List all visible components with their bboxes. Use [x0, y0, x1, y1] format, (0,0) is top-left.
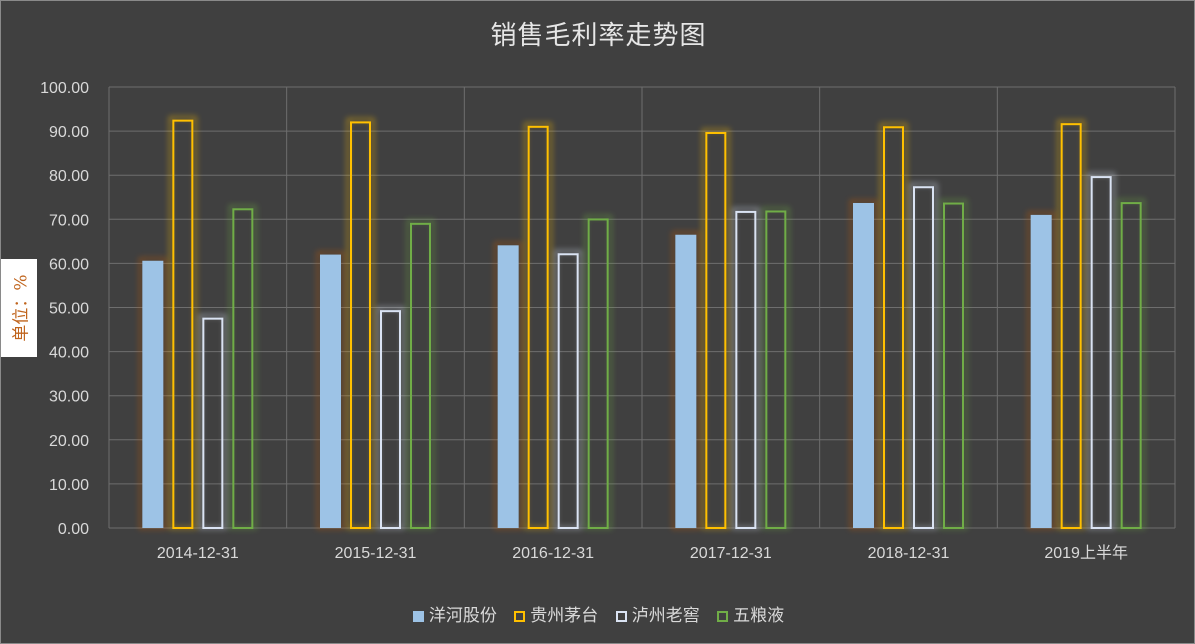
bar	[557, 253, 579, 530]
chart-title: 销售毛利率走势图	[490, 21, 707, 51]
legend-label-1: 贵州茅台	[530, 606, 599, 626]
bar	[853, 202, 874, 528]
bar	[380, 310, 401, 529]
bar	[943, 202, 964, 530]
bar	[675, 234, 697, 529]
bar	[735, 210, 757, 530]
bar	[232, 208, 254, 529]
x-tick-label: 2017-12-31	[690, 545, 772, 562]
x-tick-label: 2014-12-31	[157, 545, 239, 562]
bar	[913, 186, 934, 529]
legend-item: 泸州老窖	[615, 601, 700, 626]
y-tick-label: 90.00	[49, 124, 89, 141]
bar	[1120, 202, 1142, 529]
bar	[202, 317, 224, 529]
plot-area: 0.00 10.00 20.00 30.00 40.00 50.00 60.00 70.00 8…	[40, 80, 1176, 562]
bar	[350, 121, 371, 529]
legend-item: 贵州茅台	[514, 601, 598, 626]
bar	[1030, 214, 1052, 528]
y-tick-label: 50.00	[49, 301, 89, 318]
legend: 洋河股份 贵州茅台 泸州老窖 五粮液	[1, 601, 1194, 626]
legend-label-3: 五粮液	[733, 606, 785, 626]
bar	[497, 245, 519, 528]
x-tick-label: 2016-12-31	[512, 545, 594, 562]
bar	[705, 131, 727, 529]
x-tick-label: 2015-12-31	[335, 545, 417, 562]
bar	[883, 126, 904, 530]
y-tick-label: 0.00	[58, 521, 89, 538]
bar	[172, 119, 194, 529]
axis-labels: 0.00 10.00 20.00 30.00 40.00 50.00 60.00 70.00 8…	[40, 80, 1128, 562]
bar	[765, 210, 787, 529]
legend-swatch-2	[615, 611, 627, 622]
bar	[1060, 123, 1082, 530]
legend-label-0: 洋河股份	[428, 606, 497, 626]
bar	[1090, 176, 1112, 529]
y-tick-label: 30.00	[49, 389, 89, 406]
bar	[527, 125, 549, 529]
y-tick-label: 70.00	[49, 212, 89, 229]
gridlines	[108, 86, 1176, 529]
legend-label-2: 泸州老窖	[631, 606, 700, 626]
bar	[320, 254, 341, 528]
y-tick-label: 100.00	[40, 80, 89, 97]
legend-swatch-3	[717, 611, 729, 622]
x-tick-label: 2019上半年	[1044, 544, 1128, 562]
y-tick-label: 40.00	[49, 345, 89, 362]
x-tick-label: 2018-12-31	[868, 545, 950, 562]
legend-swatch-1	[514, 611, 526, 622]
bar	[410, 222, 431, 529]
y-tick-label: 60.00	[49, 256, 89, 273]
y-tick-label: 20.00	[49, 433, 89, 450]
y-tick-label: 80.00	[49, 168, 89, 185]
bar	[587, 218, 609, 529]
legend-item: 五粮液	[717, 601, 784, 626]
bars	[138, 116, 1146, 530]
legend-swatch-0	[412, 611, 424, 622]
bar	[142, 260, 164, 528]
y-axis-unit-label: 单位：%	[1, 259, 37, 357]
legend-item: 洋河股份	[412, 601, 497, 626]
y-tick-label: 10.00	[49, 477, 89, 494]
